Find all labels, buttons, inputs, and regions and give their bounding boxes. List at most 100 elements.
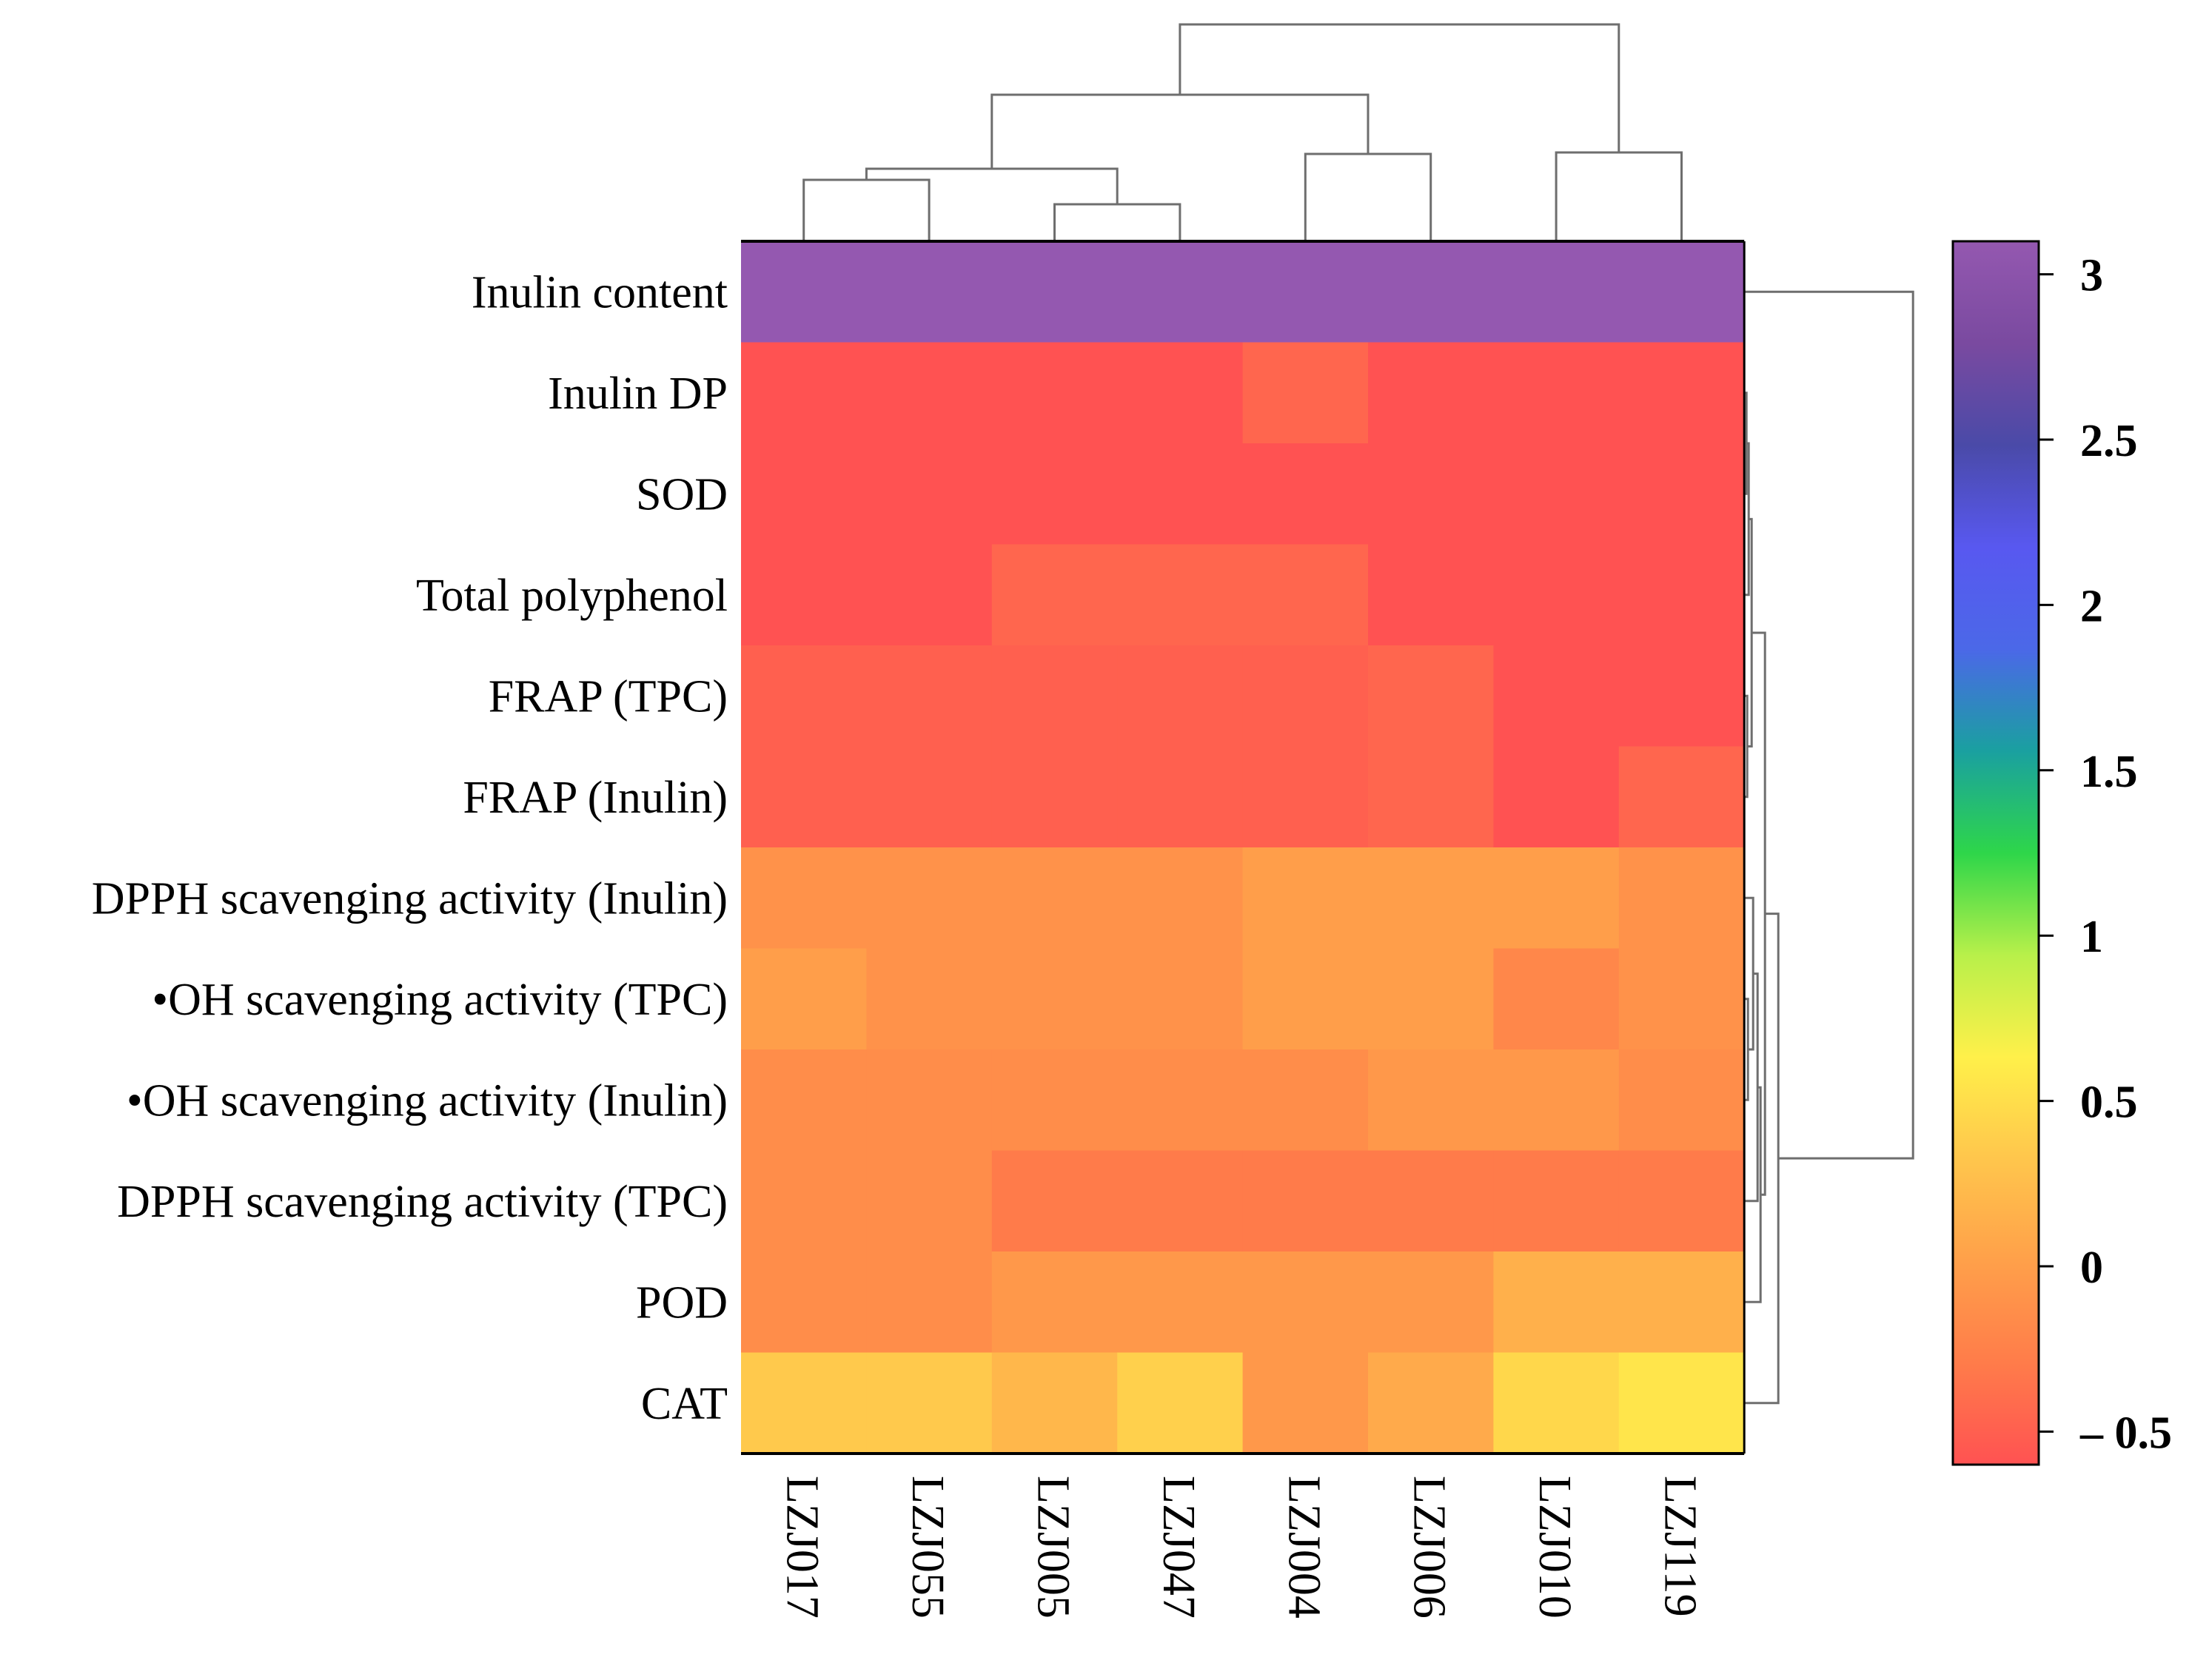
heatmap-cell bbox=[1242, 645, 1369, 747]
heatmap-cell bbox=[741, 948, 867, 1050]
heatmap-cell bbox=[1117, 645, 1244, 747]
heatmap-cell bbox=[1493, 1251, 1620, 1354]
colorbar-tick-label: 0 bbox=[2080, 1243, 2103, 1293]
row-label: Inulin DP bbox=[548, 369, 728, 419]
heatmap-cell bbox=[741, 1049, 867, 1152]
column-label: LZJ005 bbox=[1028, 1476, 1079, 1619]
heatmap-cell bbox=[1618, 746, 1745, 848]
heatmap-cell bbox=[1368, 241, 1494, 343]
heatmap-cell bbox=[991, 948, 1118, 1050]
heatmap-cell bbox=[866, 1251, 993, 1354]
heatmap-cell bbox=[741, 1150, 867, 1252]
heatmap-cell bbox=[1117, 1251, 1244, 1354]
heatmap-cell bbox=[1493, 1049, 1620, 1152]
heatmap-cell bbox=[1368, 847, 1494, 950]
heatmap-cell bbox=[1368, 948, 1494, 1050]
column-dendrogram-link bbox=[1179, 23, 1620, 152]
heatmap-cell bbox=[866, 1352, 993, 1454]
colorbar-tick-label: 2 bbox=[2080, 581, 2103, 631]
heatmap-cell bbox=[1117, 746, 1244, 848]
heatmap-cell bbox=[1618, 1049, 1745, 1152]
heatmap-cell bbox=[1368, 1352, 1494, 1454]
heatmap-cell bbox=[991, 645, 1118, 747]
heatmap-cell bbox=[1117, 342, 1244, 444]
heatmap-cell bbox=[1618, 241, 1745, 343]
heatmap-cell bbox=[991, 1251, 1118, 1354]
heatmap-cell bbox=[1242, 746, 1369, 848]
colorbar-tick-label: 3 bbox=[2080, 251, 2103, 301]
heatmap-cell bbox=[1368, 746, 1494, 848]
colorbar-tick-label: 1 bbox=[2080, 912, 2103, 962]
column-labels: LZJ017 LZJ055 LZJ005 LZJ047 LZJ004 LZJ006 LZJ0… bbox=[777, 1476, 1706, 1619]
heatmap-cell bbox=[1368, 1251, 1494, 1354]
heatmap-cell bbox=[1493, 746, 1620, 848]
column-dendrogram-link bbox=[1304, 152, 1432, 241]
colorbar-tick-label: – 0.5 bbox=[2079, 1408, 2172, 1458]
heatmap-cell bbox=[1368, 1049, 1494, 1152]
heatmap-cell bbox=[991, 241, 1118, 343]
column-label: LZJ119 bbox=[1655, 1476, 1706, 1617]
heatmap-cell bbox=[741, 746, 867, 848]
heatmap-cell bbox=[1618, 443, 1745, 545]
heatmap-cell bbox=[1493, 342, 1620, 444]
column-label: LZJ055 bbox=[902, 1476, 953, 1619]
row-label: •OH scavenging activity (TPC) bbox=[152, 975, 728, 1025]
heatmap-cell bbox=[741, 847, 867, 950]
heatmap-cell bbox=[1117, 1150, 1244, 1252]
heatmap-cell bbox=[1242, 1251, 1369, 1354]
heatmap-cell bbox=[741, 645, 867, 747]
heatmap-cell bbox=[1242, 1352, 1369, 1454]
row-dendrogram bbox=[1744, 290, 1914, 1405]
heatmap-cell bbox=[1242, 847, 1369, 950]
column-label: LZJ047 bbox=[1153, 1476, 1204, 1619]
colorbar-bar bbox=[1951, 240, 2040, 1466]
colorbar-tick-label: 2.5 bbox=[2080, 416, 2138, 466]
heatmap-cell bbox=[1242, 1049, 1369, 1152]
colorbar-tick-label: 1.5 bbox=[2080, 747, 2138, 797]
heatmap-cell bbox=[1117, 1049, 1244, 1152]
row-label: POD bbox=[636, 1277, 728, 1328]
row-dendrogram-link bbox=[1744, 290, 1914, 1160]
heatmap-frame bbox=[741, 240, 1746, 1455]
heatmap-cell bbox=[1117, 241, 1244, 343]
column-dendrogram-link bbox=[1555, 151, 1683, 241]
heatmap-cell bbox=[991, 342, 1118, 444]
heatmap-cell bbox=[866, 1049, 993, 1152]
heatmap-cell bbox=[1368, 443, 1494, 545]
heatmap-cell bbox=[1242, 443, 1369, 545]
heatmap-cell bbox=[1368, 645, 1494, 747]
colorbar-tick-label: 0.5 bbox=[2080, 1078, 2138, 1128]
column-dendrogram-link bbox=[802, 178, 931, 241]
heatmap-cell bbox=[1493, 1352, 1620, 1454]
column-dendrogram-link bbox=[990, 93, 1370, 169]
column-label: LZJ006 bbox=[1404, 1476, 1455, 1619]
heatmap-cell bbox=[1618, 948, 1745, 1050]
row-label: DPPH scavenging activity (Inulin) bbox=[92, 873, 728, 924]
row-label: FRAP (Inulin) bbox=[463, 773, 728, 823]
heatmap-cell bbox=[1242, 241, 1369, 343]
heatmap-cells bbox=[741, 241, 1745, 1454]
column-label: LZJ010 bbox=[1529, 1476, 1580, 1619]
heatmap-cell bbox=[991, 544, 1118, 646]
heatmap-cell bbox=[1618, 544, 1745, 646]
heatmap-cell bbox=[991, 746, 1118, 848]
heatmap-cell bbox=[741, 443, 867, 545]
row-label: DPPH scavenging activity (TPC) bbox=[117, 1177, 728, 1227]
heatmap-cell bbox=[1368, 342, 1494, 444]
column-dendrogram-link bbox=[1053, 203, 1181, 241]
heatmap-cell bbox=[1117, 1352, 1244, 1454]
heatmap-cell bbox=[1242, 1150, 1369, 1252]
heatmap-cell bbox=[866, 1150, 993, 1252]
heatmap-cell bbox=[991, 443, 1118, 545]
heatmap-cell bbox=[1117, 544, 1244, 646]
row-labels: Inulin content Inulin DP SOD Total polyphen… bbox=[92, 267, 728, 1429]
heatmap-cell bbox=[866, 443, 993, 545]
column-label: LZJ017 bbox=[777, 1476, 828, 1619]
row-dendrogram-link bbox=[1744, 972, 1759, 1203]
heatmap-cell bbox=[1493, 1150, 1620, 1252]
heatmap-cell bbox=[1493, 847, 1620, 950]
heatmap-cell bbox=[866, 342, 993, 444]
row-label: SOD bbox=[636, 469, 728, 520]
heatmap-cell bbox=[866, 645, 993, 747]
